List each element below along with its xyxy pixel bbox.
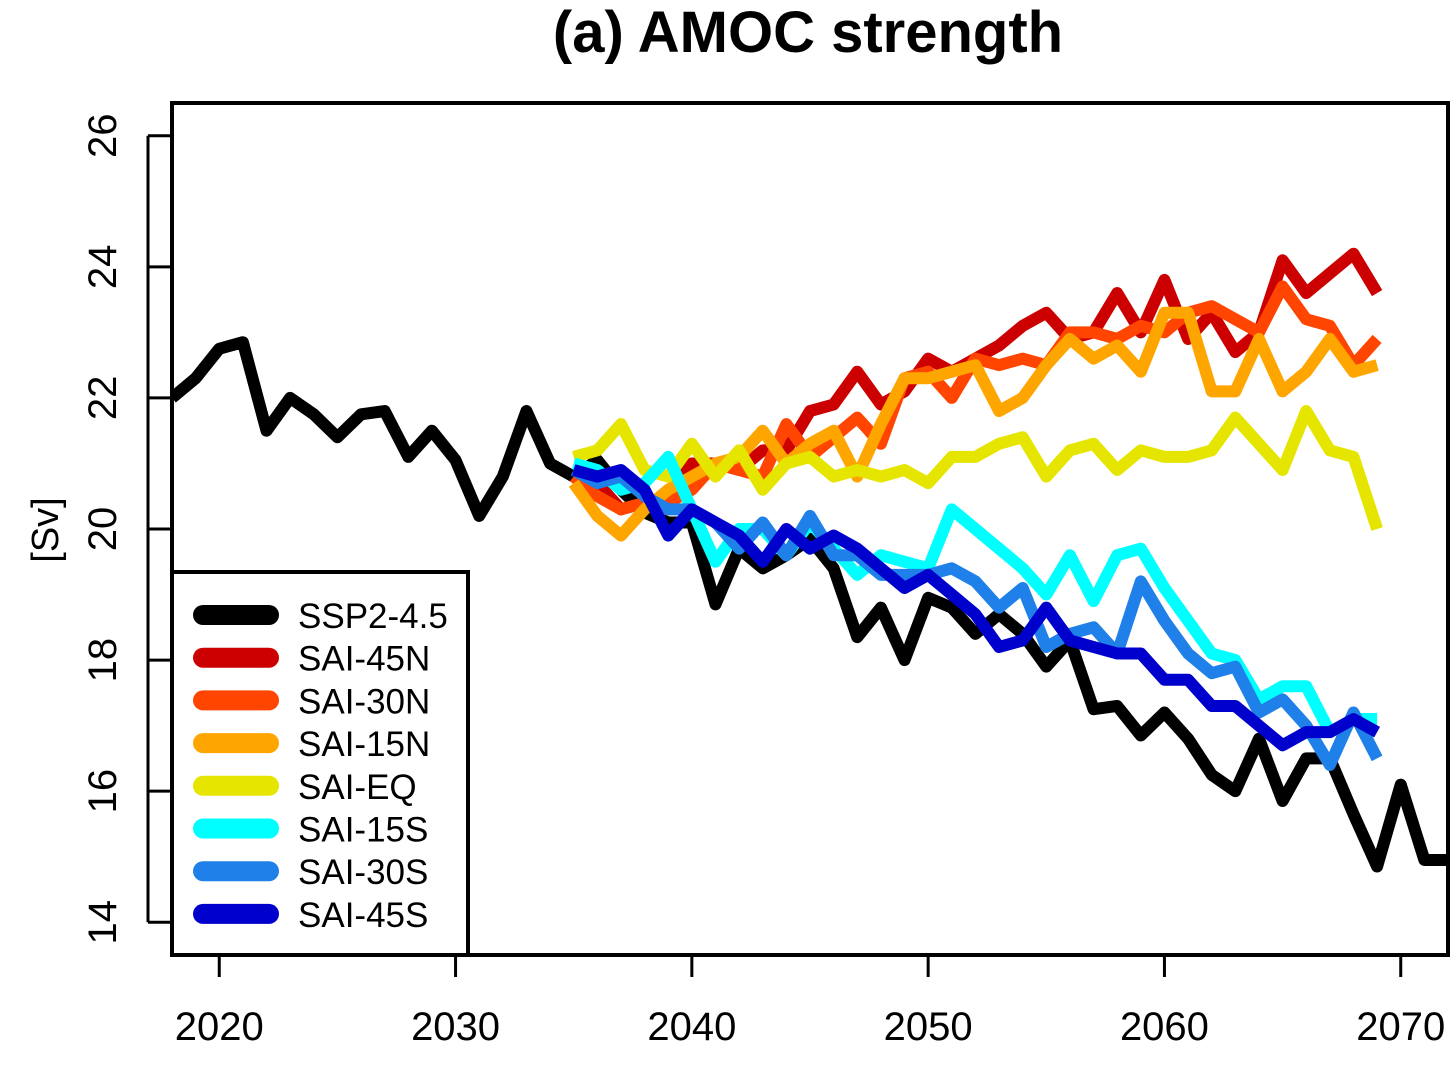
y-tick-label: 18 (81, 638, 125, 683)
legend-box (170, 570, 470, 957)
plot-frame (170, 101, 1450, 957)
series-line-sai-45s (572, 464, 1381, 752)
legend-label: SAI-45S (298, 896, 428, 935)
legend-label: SAI-30N (298, 682, 430, 721)
x-tick-label: 2050 (884, 1005, 973, 1049)
legend-label: SSP2-4.5 (298, 597, 448, 636)
y-axis-label: [Sv] (25, 497, 67, 562)
y-tick-label: 24 (81, 245, 125, 290)
legend-label: SAI-30S (298, 853, 428, 892)
series-line-sai-15s (572, 450, 1378, 739)
legend-label: SAI-45N (298, 640, 430, 679)
series-line-sai-eq (572, 405, 1383, 531)
x-tick-label: 2020 (175, 1005, 264, 1049)
y-tick-label: 26 (81, 114, 125, 159)
legend-label: SAI-15S (298, 811, 428, 850)
y-tick-label: 22 (81, 376, 125, 421)
y-tick-label: 20 (81, 507, 125, 552)
y-tick-label: 16 (81, 769, 125, 814)
x-tick-label: 2060 (1120, 1005, 1209, 1049)
y-tick-label: 14 (81, 900, 125, 945)
legend-label: SAI-15N (298, 725, 430, 764)
x-tick-label: 2030 (411, 1005, 500, 1049)
x-tick-label: 2070 (1356, 1005, 1445, 1049)
x-tick-label: 2040 (647, 1005, 736, 1049)
legend-label: SAI-EQ (298, 768, 417, 807)
chart-title: (a) AMOC strength (553, 0, 1063, 65)
series-line-ssp2-4.5 (172, 336, 1448, 873)
